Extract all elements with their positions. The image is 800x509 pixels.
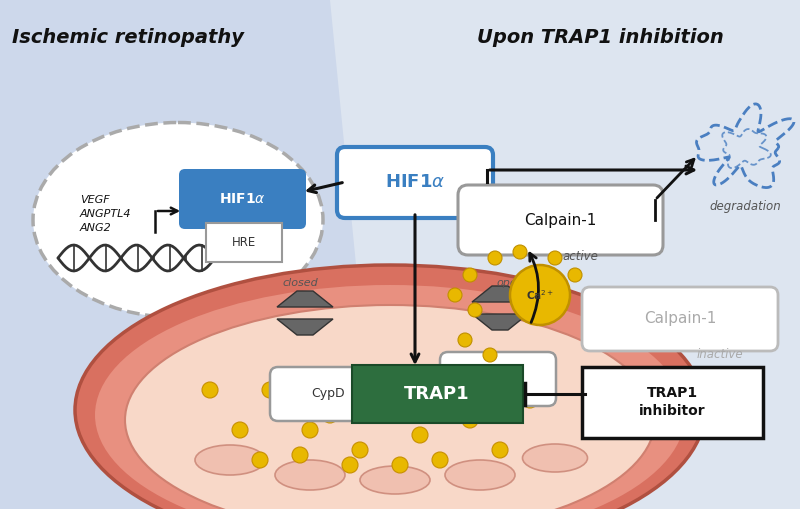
Text: inactive: inactive: [697, 348, 743, 361]
Ellipse shape: [33, 123, 323, 318]
Text: Ca$^{2+}$: Ca$^{2+}$: [526, 288, 554, 302]
Circle shape: [342, 457, 358, 473]
Circle shape: [472, 382, 488, 398]
Ellipse shape: [195, 445, 265, 475]
Circle shape: [522, 392, 538, 408]
Polygon shape: [472, 286, 528, 302]
Circle shape: [488, 251, 502, 265]
Ellipse shape: [445, 460, 515, 490]
FancyBboxPatch shape: [179, 169, 306, 229]
Circle shape: [463, 268, 477, 282]
Text: open: open: [496, 278, 524, 288]
FancyBboxPatch shape: [352, 365, 523, 423]
Circle shape: [382, 382, 398, 398]
Circle shape: [392, 457, 408, 473]
Circle shape: [202, 382, 218, 398]
Circle shape: [462, 412, 478, 428]
Circle shape: [352, 442, 368, 458]
FancyBboxPatch shape: [206, 223, 282, 262]
Polygon shape: [330, 0, 800, 509]
Circle shape: [492, 442, 508, 458]
Ellipse shape: [125, 305, 655, 509]
Text: VEGF
ANGPTL4
ANG2: VEGF ANGPTL4 ANG2: [80, 195, 131, 233]
Ellipse shape: [522, 444, 587, 472]
Circle shape: [432, 452, 448, 468]
Circle shape: [262, 382, 278, 398]
Circle shape: [483, 348, 497, 362]
Circle shape: [468, 303, 482, 317]
FancyBboxPatch shape: [440, 352, 556, 406]
FancyBboxPatch shape: [582, 367, 763, 438]
FancyBboxPatch shape: [270, 367, 386, 421]
Ellipse shape: [75, 265, 705, 509]
Text: HIF1$\alpha$: HIF1$\alpha$: [385, 173, 445, 191]
Circle shape: [548, 251, 562, 265]
Text: HIF1$\alpha$: HIF1$\alpha$: [218, 192, 266, 206]
Polygon shape: [472, 314, 528, 330]
Circle shape: [302, 422, 318, 438]
Text: HRE: HRE: [232, 236, 256, 248]
Text: degradation: degradation: [709, 200, 781, 213]
Polygon shape: [0, 0, 380, 509]
Circle shape: [292, 447, 308, 463]
Text: CypD: CypD: [481, 373, 515, 385]
Text: Calpain-1: Calpain-1: [644, 312, 716, 326]
FancyBboxPatch shape: [337, 147, 493, 218]
Text: closed: closed: [282, 278, 318, 288]
Text: CypD: CypD: [311, 387, 345, 401]
Circle shape: [252, 452, 268, 468]
Text: active: active: [562, 250, 598, 263]
Text: Upon TRAP1 inhibition: Upon TRAP1 inhibition: [477, 28, 723, 47]
Ellipse shape: [95, 285, 685, 509]
Circle shape: [332, 382, 348, 398]
Circle shape: [513, 245, 527, 259]
Circle shape: [458, 333, 472, 347]
Circle shape: [322, 407, 338, 423]
Text: TRAP1: TRAP1: [404, 385, 470, 403]
FancyBboxPatch shape: [582, 287, 778, 351]
Ellipse shape: [275, 460, 345, 490]
Text: TRAP1
inhibitor: TRAP1 inhibitor: [638, 386, 706, 418]
Polygon shape: [277, 291, 333, 307]
Circle shape: [232, 422, 248, 438]
Circle shape: [412, 427, 428, 443]
Circle shape: [568, 268, 582, 282]
FancyBboxPatch shape: [458, 185, 663, 255]
Circle shape: [448, 288, 462, 302]
Text: Ischemic retinopathy: Ischemic retinopathy: [12, 28, 244, 47]
Polygon shape: [277, 319, 333, 335]
Circle shape: [510, 265, 570, 325]
Text: Calpain-1: Calpain-1: [524, 212, 596, 228]
Ellipse shape: [360, 466, 430, 494]
